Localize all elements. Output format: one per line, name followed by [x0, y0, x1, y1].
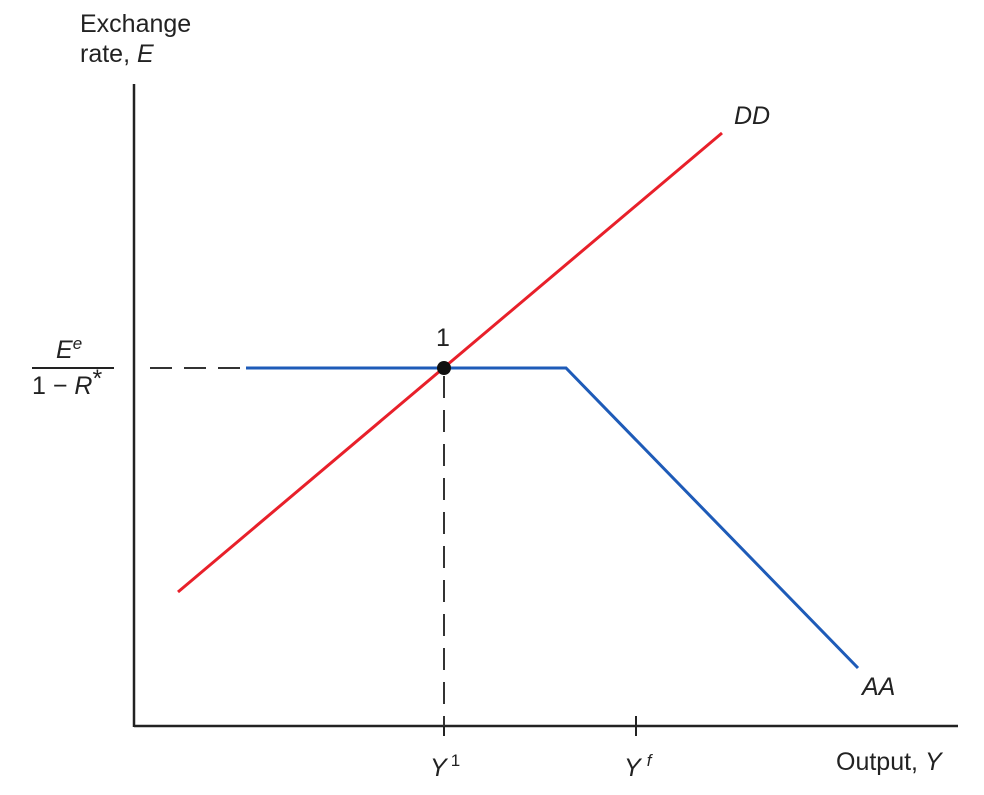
- x-axis-label: Output, Y: [836, 748, 944, 776]
- dd-curve-label: DD: [734, 102, 770, 130]
- aa-curve: [246, 366, 860, 670]
- fraction-denominator: 1 − R*: [32, 365, 102, 400]
- fraction-numerator: Ee: [56, 334, 82, 364]
- equilibrium-point: [437, 361, 451, 375]
- equilibrium-point-label: 1: [436, 324, 450, 352]
- dd-curve: [177, 131, 723, 594]
- y-axis-label-line2: rate, E: [80, 40, 154, 68]
- y-axis-label-line1: Exchange: [80, 10, 191, 38]
- aa-curve-label: AA: [860, 673, 895, 701]
